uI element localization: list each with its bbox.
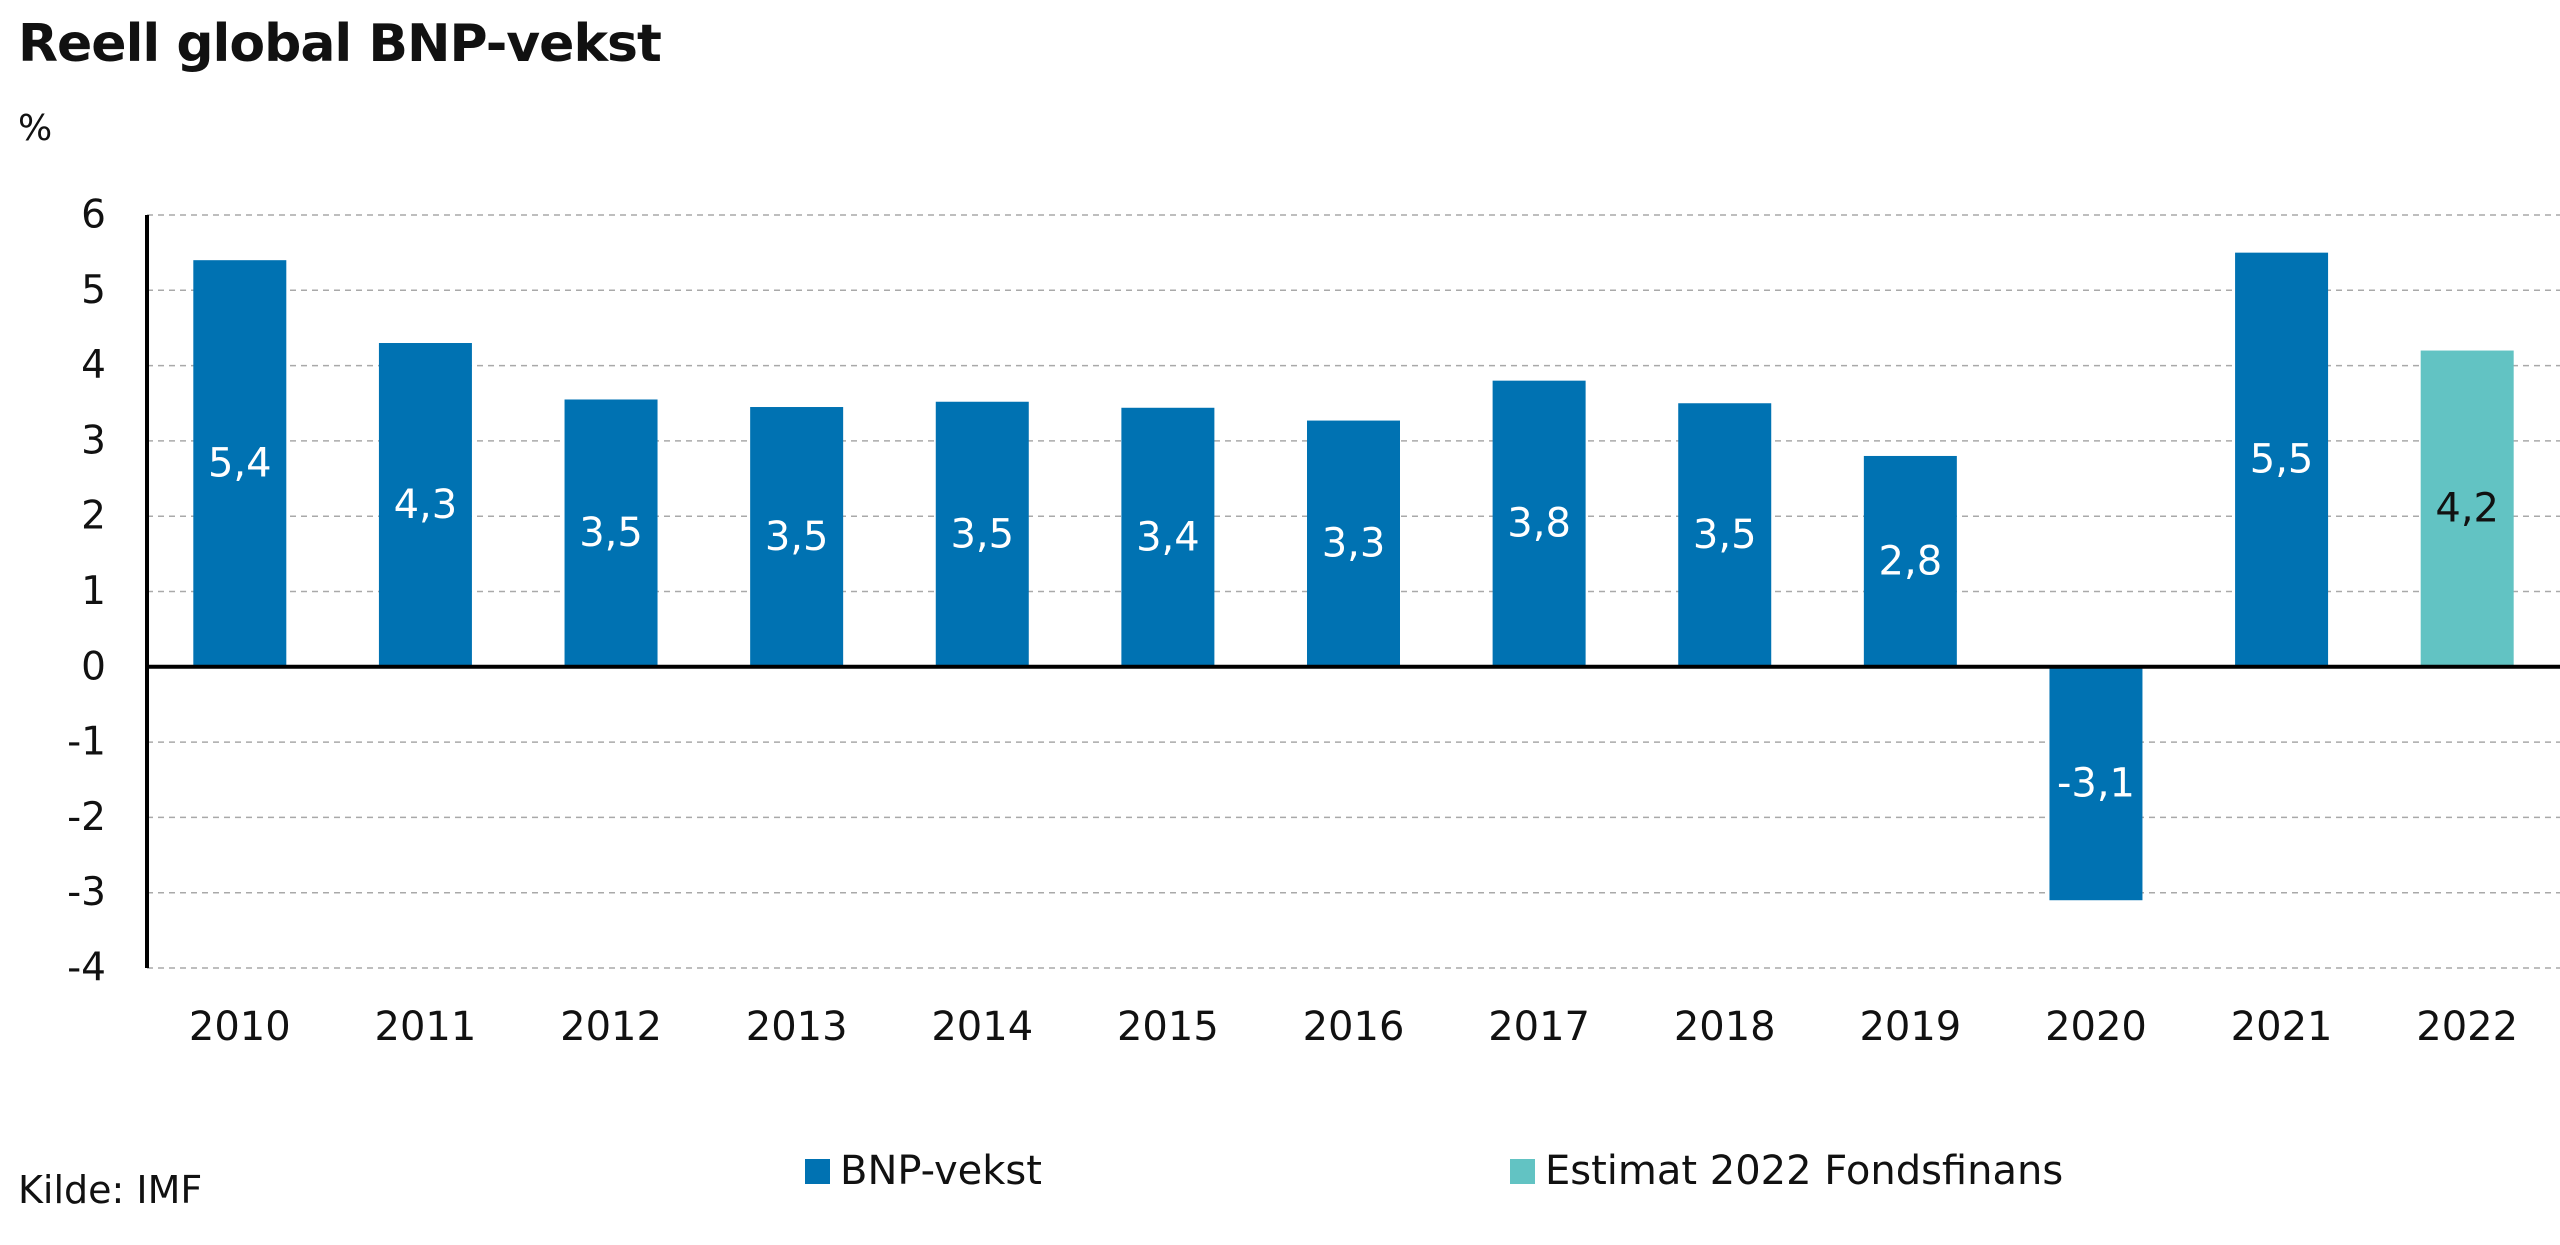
x-tick-label: 2022 bbox=[2416, 1004, 2518, 1050]
x-tick-label: 2013 bbox=[746, 1004, 848, 1050]
legend-label-actual: BNP-vekst bbox=[840, 1148, 1042, 1194]
y-tick-label: 1 bbox=[81, 569, 106, 614]
x-tick-label: 2021 bbox=[2231, 1004, 2333, 1050]
data-label: 3,4 bbox=[1136, 514, 1200, 560]
bar-bnp-vekst-2013 bbox=[750, 407, 844, 667]
x-tick-labels: 2010 2011 2012 2013 2014 2015 2016 2017 2018 2019… bbox=[189, 1004, 2518, 1050]
bar-bnp-vekst-2017 bbox=[1492, 380, 1586, 667]
x-tick-label: 2016 bbox=[1303, 1004, 1405, 1050]
x-tick-label: 2011 bbox=[375, 1004, 477, 1050]
x-tick-label: 2014 bbox=[931, 1004, 1033, 1050]
data-label: 2,8 bbox=[1879, 538, 1943, 584]
y-tick-label: -2 bbox=[67, 795, 106, 840]
bar-bnp-vekst-2021 bbox=[2235, 252, 2329, 667]
data-labels: 5,4 4,3 3,5 3,5 3,5 3,4 3,3 3,8 3,5 2,8 -3,1 5,5 4,2 bbox=[208, 437, 2499, 807]
x-tick-label: 2010 bbox=[189, 1004, 291, 1050]
y-tick-label: -1 bbox=[67, 720, 106, 765]
data-label: 3,8 bbox=[1507, 501, 1571, 547]
bar-bnp-vekst-2014 bbox=[935, 401, 1029, 667]
x-tick-label: 2019 bbox=[1859, 1004, 1961, 1050]
bar-bnp-vekst-2018 bbox=[1678, 403, 1772, 667]
y-tick-label: 6 bbox=[81, 193, 106, 238]
data-label: 5,4 bbox=[208, 440, 272, 486]
x-tick-label: 2015 bbox=[1117, 1004, 1219, 1050]
y-tick-label: 2 bbox=[81, 494, 106, 539]
chart-title: Reell global BNP-vekst bbox=[18, 14, 662, 74]
bar-bnp-vekst-2012 bbox=[564, 399, 658, 667]
legend-swatch-estimate bbox=[1510, 1158, 1535, 1184]
bar-bnp-vekst-2011 bbox=[378, 343, 472, 667]
x-tick-label: 2018 bbox=[1674, 1004, 1776, 1050]
data-label: 3,5 bbox=[765, 514, 829, 560]
data-label: 3,5 bbox=[579, 510, 643, 556]
y-tick-label: 5 bbox=[81, 268, 106, 313]
data-label: 3,3 bbox=[1322, 521, 1386, 567]
bar-bnp-vekst-2019 bbox=[1863, 455, 1957, 667]
axes bbox=[145, 215, 2560, 968]
data-label: 5,5 bbox=[2250, 437, 2314, 483]
y-tick-labels: 6 5 4 3 2 1 0 -1 -2 -3 -4 bbox=[67, 193, 106, 991]
y-tick-label: -4 bbox=[67, 946, 106, 991]
bar-bnp-vekst-2020 bbox=[2049, 666, 2143, 901]
y-tick-label: 3 bbox=[81, 418, 106, 463]
y-tick-label: 0 bbox=[81, 644, 106, 689]
bars bbox=[193, 252, 2514, 901]
bar-bnp-vekst-2015 bbox=[1121, 407, 1215, 667]
legend-item-actual: BNP-vekst bbox=[805, 1148, 1042, 1194]
x-tick-label: 2017 bbox=[1488, 1004, 1590, 1050]
data-label: 3,5 bbox=[950, 511, 1014, 557]
bar-bnp-vekst-2010 bbox=[193, 260, 287, 667]
data-label: 3,5 bbox=[1693, 512, 1757, 558]
x-tick-label: 2020 bbox=[2045, 1004, 2147, 1050]
y-axis-unit-label: % bbox=[18, 108, 53, 149]
data-label: 4,3 bbox=[394, 482, 458, 528]
legend-item-estimate: Estimat 2022 Fondsfinans bbox=[1510, 1148, 2063, 1194]
legend-swatch-actual bbox=[805, 1158, 830, 1184]
y-tick-label: -3 bbox=[67, 870, 106, 915]
bar-estimat-2022-2022 bbox=[2420, 350, 2514, 667]
x-tick-label: 2012 bbox=[560, 1004, 662, 1050]
data-label: -3,1 bbox=[2057, 761, 2135, 807]
legend-label-estimate: Estimat 2022 Fondsfinans bbox=[1545, 1148, 2064, 1194]
y-tick-label: 4 bbox=[81, 343, 106, 388]
bar-bnp-vekst-2016 bbox=[1307, 420, 1400, 667]
source-note: Kilde: IMF bbox=[18, 1168, 203, 1212]
data-label: 4,2 bbox=[2435, 486, 2499, 532]
